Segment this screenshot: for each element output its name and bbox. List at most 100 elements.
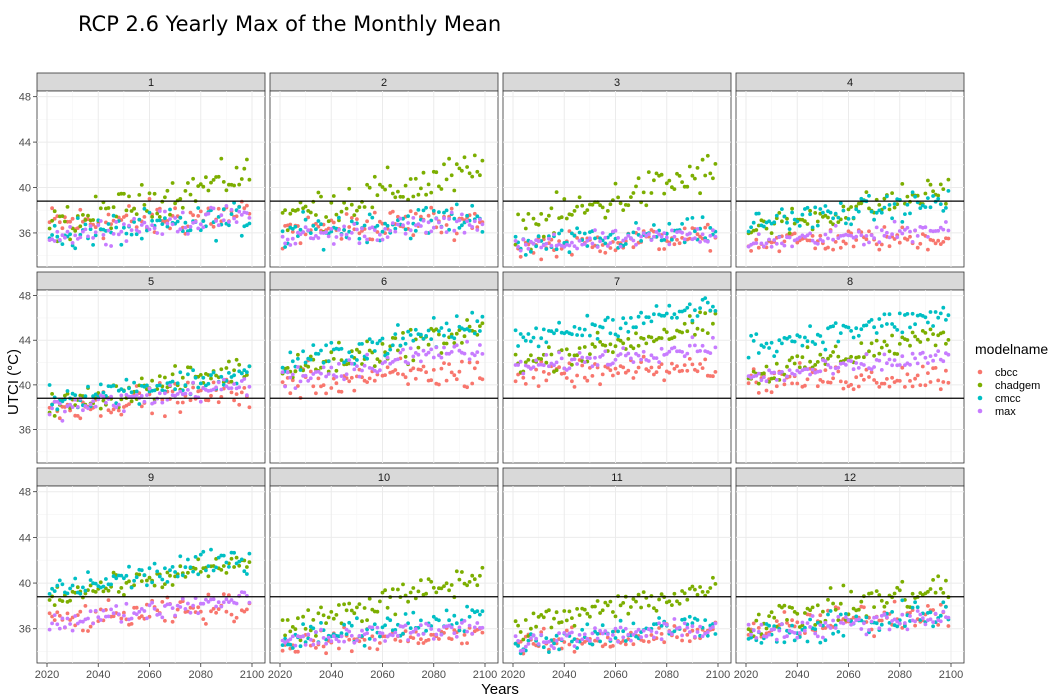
data-point-chadgem <box>132 583 137 588</box>
data-point-max <box>357 241 362 246</box>
data-point-cmcc <box>708 226 713 230</box>
data-point-chadgem <box>564 216 569 221</box>
data-point-cmcc <box>841 633 846 638</box>
data-point-chadgem <box>147 575 152 580</box>
data-point-chadgem <box>280 618 285 622</box>
data-point-max <box>879 368 884 372</box>
data-point-chadgem <box>206 574 211 579</box>
data-point-chadgem <box>869 591 874 595</box>
data-point-chadgem <box>713 162 718 166</box>
data-point-chadgem <box>618 338 623 343</box>
data-point-chadgem <box>321 613 326 618</box>
data-point-cbcc <box>65 611 70 616</box>
data-point-cbcc <box>531 375 536 380</box>
data-point-max <box>890 232 894 237</box>
data-point-cmcc <box>631 621 636 626</box>
data-point-cmcc <box>65 389 70 393</box>
data-point-cbcc <box>611 644 615 648</box>
data-point-chadgem <box>836 220 841 225</box>
data-point-chadgem <box>349 202 354 207</box>
data-point-cmcc <box>288 642 293 647</box>
data-point-cmcc <box>787 227 792 232</box>
data-point-max <box>380 631 385 636</box>
data-point-chadgem <box>319 605 323 610</box>
data-point-chadgem <box>547 213 551 218</box>
data-point-cbcc <box>926 247 930 252</box>
data-point-cbcc <box>288 391 293 396</box>
data-point-max <box>175 229 180 234</box>
data-point-chadgem <box>705 153 710 158</box>
data-point-cmcc <box>239 371 244 376</box>
data-point-cmcc <box>55 583 60 588</box>
data-point-chadgem <box>239 177 244 181</box>
data-point-chadgem <box>283 633 287 638</box>
data-point-cmcc <box>421 208 426 213</box>
data-point-chadgem <box>329 350 334 355</box>
data-point-cbcc <box>70 216 75 221</box>
data-point-cmcc <box>751 220 756 225</box>
data-point-chadgem <box>106 206 111 210</box>
data-point-cmcc <box>685 217 690 221</box>
data-point-max <box>180 596 185 601</box>
data-point-max <box>549 644 554 648</box>
data-point-cmcc <box>903 624 907 628</box>
data-point-max <box>201 225 206 230</box>
facet-panel-10: 10 <box>269 467 499 664</box>
data-point-max <box>833 223 838 228</box>
data-point-cmcc <box>859 196 864 201</box>
data-point-chadgem <box>98 206 103 211</box>
data-point-max <box>308 376 313 381</box>
data-point-chadgem <box>245 157 249 162</box>
data-point-cmcc <box>60 242 65 247</box>
data-point-cmcc <box>237 559 242 564</box>
data-point-cmcc <box>75 216 80 221</box>
data-point-chadgem <box>826 215 830 220</box>
data-point-cmcc <box>836 629 841 634</box>
data-point-chadgem <box>680 180 684 185</box>
data-point-cbcc <box>242 609 247 614</box>
data-point-chadgem <box>65 205 70 209</box>
data-point-cmcc <box>797 334 802 339</box>
data-point-chadgem <box>316 611 321 616</box>
data-point-cbcc <box>442 361 446 365</box>
data-point-chadgem <box>416 589 421 594</box>
data-point-cmcc <box>124 377 129 382</box>
data-point-max <box>454 343 459 348</box>
data-point-chadgem <box>754 618 759 623</box>
data-point-max <box>78 235 83 240</box>
data-point-max <box>214 604 219 609</box>
data-point-chadgem <box>219 367 224 372</box>
data-point-chadgem <box>698 585 702 589</box>
data-point-cmcc <box>129 585 134 590</box>
data-point-cmcc <box>237 369 242 374</box>
data-point-chadgem <box>168 212 172 217</box>
data-point-cbcc <box>769 390 774 395</box>
data-point-cbcc <box>657 626 661 630</box>
data-point-chadgem <box>424 591 428 596</box>
legend-key-cmcc <box>977 395 983 401</box>
data-point-chadgem <box>150 378 155 383</box>
data-point-cbcc <box>139 614 144 618</box>
data-point-max <box>326 635 331 640</box>
data-point-max <box>467 623 472 628</box>
data-point-chadgem <box>913 334 917 339</box>
data-point-chadgem <box>460 341 464 345</box>
data-point-cmcc <box>339 631 344 635</box>
data-point-max <box>575 639 579 644</box>
data-point-chadgem <box>178 197 183 201</box>
data-point-cmcc <box>547 234 551 239</box>
data-point-cmcc <box>516 344 520 348</box>
data-point-cmcc <box>552 331 556 336</box>
data-point-max <box>764 241 769 246</box>
data-point-chadgem <box>180 205 185 210</box>
data-point-max <box>547 639 551 644</box>
data-point-chadgem <box>209 180 213 185</box>
data-point-cmcc <box>152 561 157 566</box>
data-point-cmcc <box>437 329 441 333</box>
data-point-max <box>303 225 308 230</box>
data-point-chadgem <box>675 171 679 176</box>
data-point-cmcc <box>211 370 216 375</box>
data-point-cmcc <box>311 626 316 631</box>
data-point-max <box>713 621 718 626</box>
data-point-cmcc <box>910 190 915 195</box>
